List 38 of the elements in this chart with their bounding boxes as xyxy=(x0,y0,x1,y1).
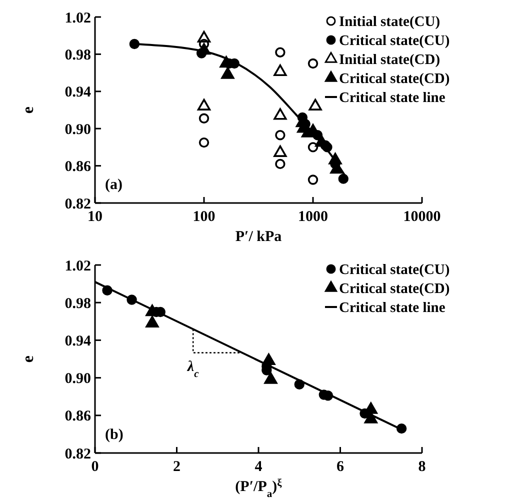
point xyxy=(264,372,278,384)
annotation: (a) xyxy=(105,177,122,193)
legend-label: Critical state line xyxy=(339,90,446,106)
point xyxy=(146,316,159,328)
x-tick-label: 100 xyxy=(192,209,216,225)
legend-label: Initial state(CD) xyxy=(339,52,440,68)
x-tick-label: 8 xyxy=(418,459,426,475)
x-tick-label: 10000 xyxy=(403,209,441,225)
y-tick-label: 0.94 xyxy=(64,84,92,101)
y-tick-label: 0.98 xyxy=(64,47,91,64)
x-axis-title: P′/ kPa xyxy=(235,229,282,245)
legend-label: Critical state(CU) xyxy=(339,262,450,278)
x-tick-label: 1000 xyxy=(298,209,328,225)
y-axis-title: e xyxy=(20,106,37,114)
point xyxy=(364,412,378,424)
y-tick-label: 0.90 xyxy=(64,122,91,138)
y-tick-label: 0.86 xyxy=(64,408,92,425)
legend-label: Critical state line xyxy=(339,300,446,316)
y-tick-label: 1.02 xyxy=(64,258,91,274)
y-tick-label: 1.02 xyxy=(64,10,91,26)
y-tick-label: 0.82 xyxy=(64,446,91,462)
annotation: λ$_{c}$ xyxy=(186,358,200,380)
legend-label: Initial state(CU) xyxy=(339,14,440,30)
y-tick-label: 0.90 xyxy=(64,371,91,388)
point xyxy=(262,353,276,366)
y-axis-title: e xyxy=(20,355,37,363)
x-axis-title: (P′/P$_{a}$)$^{ξ}$ xyxy=(235,478,282,500)
legend-label: Critical state(CU) xyxy=(339,33,450,50)
annotation: (b) xyxy=(105,427,124,443)
x-tick-label: 4 xyxy=(254,459,263,475)
y-tick-label: 0.86 xyxy=(64,159,92,176)
x-tick-label: 2 xyxy=(173,459,180,475)
legend-label: Critical state(CD) xyxy=(339,71,450,88)
x-tick-label: 0 xyxy=(91,459,99,475)
y-tick-label: 0.98 xyxy=(64,296,91,312)
x-tick-label: 6 xyxy=(336,459,344,475)
y-tick-label: 0.94 xyxy=(64,333,92,350)
legend-label: Critical state(CD) xyxy=(339,281,450,298)
